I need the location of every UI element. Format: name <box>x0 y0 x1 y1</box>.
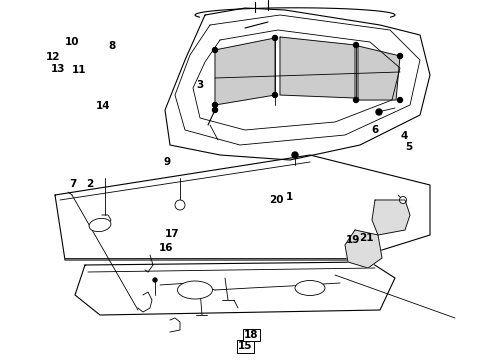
Polygon shape <box>372 200 410 235</box>
Text: 7: 7 <box>69 179 76 189</box>
Text: 17: 17 <box>165 229 180 239</box>
Circle shape <box>397 98 402 103</box>
Ellipse shape <box>177 281 213 299</box>
Polygon shape <box>55 155 430 260</box>
Text: 13: 13 <box>50 64 65 74</box>
Circle shape <box>175 200 185 210</box>
Circle shape <box>397 54 402 58</box>
Text: 6: 6 <box>372 125 379 135</box>
Circle shape <box>353 98 359 103</box>
Text: 12: 12 <box>46 52 60 62</box>
Polygon shape <box>280 37 355 98</box>
Text: 10: 10 <box>65 37 80 48</box>
Polygon shape <box>345 230 382 268</box>
Text: 21: 21 <box>359 233 374 243</box>
Circle shape <box>153 278 157 282</box>
Polygon shape <box>75 262 395 315</box>
Text: 20: 20 <box>270 195 284 205</box>
Text: 15: 15 <box>238 341 252 351</box>
Circle shape <box>213 103 218 108</box>
Polygon shape <box>165 8 430 160</box>
Text: 1: 1 <box>286 192 293 202</box>
Circle shape <box>272 36 277 40</box>
Text: 2: 2 <box>86 179 93 189</box>
Text: 8: 8 <box>108 41 115 51</box>
Circle shape <box>292 152 298 158</box>
Circle shape <box>213 108 218 112</box>
Circle shape <box>272 93 277 98</box>
Circle shape <box>353 42 359 48</box>
Circle shape <box>399 197 407 203</box>
Text: 18: 18 <box>244 330 259 340</box>
Text: 5: 5 <box>406 142 413 152</box>
Text: 11: 11 <box>72 65 87 75</box>
Circle shape <box>376 109 382 115</box>
Text: 19: 19 <box>345 235 360 246</box>
Ellipse shape <box>295 280 325 296</box>
Text: 3: 3 <box>196 80 203 90</box>
Text: 14: 14 <box>96 101 110 111</box>
Circle shape <box>213 48 218 53</box>
Text: 4: 4 <box>400 131 408 141</box>
Polygon shape <box>358 46 400 100</box>
Text: 16: 16 <box>158 243 173 253</box>
Text: 9: 9 <box>163 157 170 167</box>
Polygon shape <box>215 38 275 105</box>
Ellipse shape <box>89 219 111 231</box>
